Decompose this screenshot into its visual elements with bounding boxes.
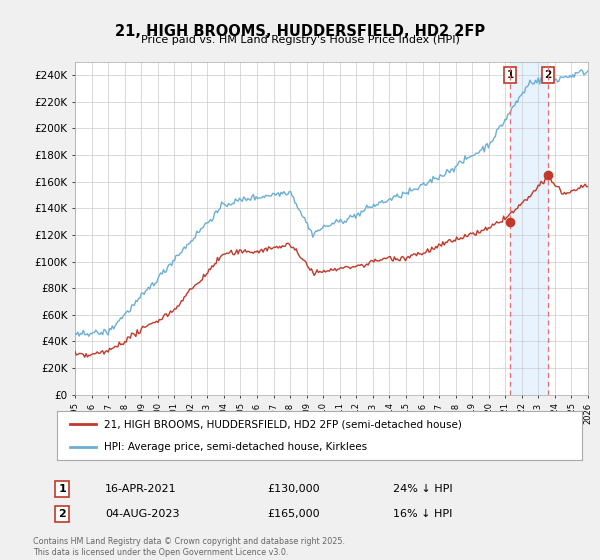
Text: 21, HIGH BROOMS, HUDDERSFIELD, HD2 2FP: 21, HIGH BROOMS, HUDDERSFIELD, HD2 2FP bbox=[115, 24, 485, 39]
Text: 2: 2 bbox=[58, 509, 66, 519]
Text: £130,000: £130,000 bbox=[267, 484, 320, 494]
Text: Contains HM Land Registry data © Crown copyright and database right 2025.
This d: Contains HM Land Registry data © Crown c… bbox=[33, 537, 345, 557]
Text: 24% ↓ HPI: 24% ↓ HPI bbox=[393, 484, 452, 494]
Text: 16% ↓ HPI: 16% ↓ HPI bbox=[393, 509, 452, 519]
Text: £165,000: £165,000 bbox=[267, 509, 320, 519]
Bar bbox=[510, 62, 548, 395]
Text: Price paid vs. HM Land Registry's House Price Index (HPI): Price paid vs. HM Land Registry's House … bbox=[140, 35, 460, 45]
Text: 04-AUG-2023: 04-AUG-2023 bbox=[105, 509, 179, 519]
Text: 2: 2 bbox=[544, 70, 552, 80]
Text: 21, HIGH BROOMS, HUDDERSFIELD, HD2 2FP (semi-detached house): 21, HIGH BROOMS, HUDDERSFIELD, HD2 2FP (… bbox=[104, 419, 462, 430]
Text: 1: 1 bbox=[506, 70, 514, 80]
Text: 16-APR-2021: 16-APR-2021 bbox=[105, 484, 176, 494]
Text: 1: 1 bbox=[58, 484, 66, 494]
Text: HPI: Average price, semi-detached house, Kirklees: HPI: Average price, semi-detached house,… bbox=[104, 442, 367, 452]
